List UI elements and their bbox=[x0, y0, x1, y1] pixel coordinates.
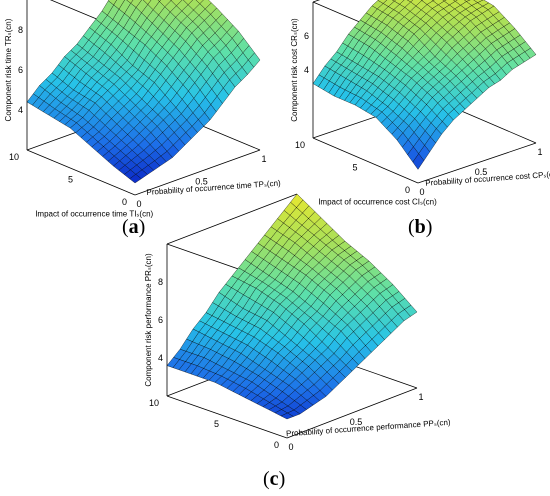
y-axis-title: Impact of occurrence time TIₛ(cn) bbox=[35, 210, 153, 219]
y-tick-label: 5 bbox=[352, 163, 357, 173]
surface-plot-b: 0 0.5 1 0 5 10 4 6 Probability of occurrence cos… bbox=[280, 0, 550, 215]
surface-quad bbox=[406, 0, 414, 3]
x-tick-label: 0.5 bbox=[195, 177, 208, 187]
surface-mesh bbox=[312, 0, 537, 170]
z-tick-label: 4 bbox=[158, 353, 163, 363]
panel-label-a: (a) bbox=[122, 216, 146, 238]
panel-label-c: (c) bbox=[263, 468, 286, 490]
y-axis-line bbox=[166, 395, 288, 439]
y-tick-label: 0 bbox=[405, 185, 410, 195]
x-tick-label: 1 bbox=[418, 392, 423, 402]
z-axis-title: Component risk performance PRₛ(cn) bbox=[144, 253, 153, 387]
x-tick-label: 0 bbox=[136, 199, 141, 209]
y-tick-label: 5 bbox=[68, 175, 73, 185]
surface-plot-c: 0 0.5 1 0 5 10 4 6 8 Probability of occurrence pe… bbox=[125, 193, 451, 466]
z-tick-label: 4 bbox=[18, 105, 23, 115]
x-axis-line bbox=[286, 387, 418, 439]
y-axis-line bbox=[26, 149, 136, 196]
surface-mesh bbox=[166, 193, 418, 420]
surface-quad bbox=[157, 0, 162, 2]
surface-quad bbox=[129, 174, 142, 184]
surface-quad bbox=[412, 153, 425, 170]
surface-quad bbox=[453, 0, 458, 2]
panel-label-b: (b) bbox=[408, 216, 433, 238]
x-tick-label: 0 bbox=[419, 187, 424, 197]
z-tick-label: 6 bbox=[158, 315, 163, 325]
surface-plot-a: 0 0.5 1 0 5 10 4 6 8 Probability of occurrence ti… bbox=[0, 0, 281, 219]
surface-quad bbox=[280, 412, 294, 420]
surface-mesh bbox=[26, 0, 261, 184]
y-tick-label: 0 bbox=[122, 197, 127, 207]
y-tick-label: 10 bbox=[295, 140, 305, 150]
z-axis-title: Component risk cost CRₛ(cn) bbox=[290, 18, 299, 122]
y-axis-line bbox=[312, 137, 419, 184]
surface-quad bbox=[442, 0, 447, 2]
z-tick-label: 8 bbox=[158, 277, 163, 287]
surface-quad bbox=[464, 0, 471, 2]
box-edge-top-back bbox=[166, 193, 298, 245]
x-axis-title: Probability of occurrence performance PP… bbox=[286, 418, 451, 438]
y-tick-label: 5 bbox=[214, 419, 219, 429]
y-tick-label: 10 bbox=[149, 398, 159, 408]
y-tick-label: 10 bbox=[9, 152, 19, 162]
x-axis-line bbox=[134, 149, 261, 196]
z-tick-label: 4 bbox=[304, 65, 309, 75]
x-tick-label: 1 bbox=[261, 154, 266, 164]
x-axis-line bbox=[417, 142, 537, 184]
z-tick-label: 6 bbox=[304, 31, 309, 41]
x-tick-label: 0.5 bbox=[475, 167, 488, 177]
y-tick-label: 0 bbox=[274, 440, 279, 450]
x-tick-label: 0 bbox=[288, 442, 293, 452]
y-axis-title: Impact of occurrence cost CIₛ(cn) bbox=[318, 198, 437, 207]
x-axis-title: Probability of occurrence time TPₛ(cn) bbox=[146, 179, 281, 197]
x-tick-label: 1 bbox=[537, 147, 542, 157]
x-tick-label: 0.5 bbox=[350, 417, 363, 427]
x-axis-title: Probability of occurrence cost CPₛ(cn) bbox=[425, 169, 550, 187]
z-tick-label: 6 bbox=[18, 65, 23, 75]
z-tick-label: 8 bbox=[18, 25, 23, 35]
z-axis-title: Component risk time TRₛ(cn) bbox=[4, 18, 13, 121]
